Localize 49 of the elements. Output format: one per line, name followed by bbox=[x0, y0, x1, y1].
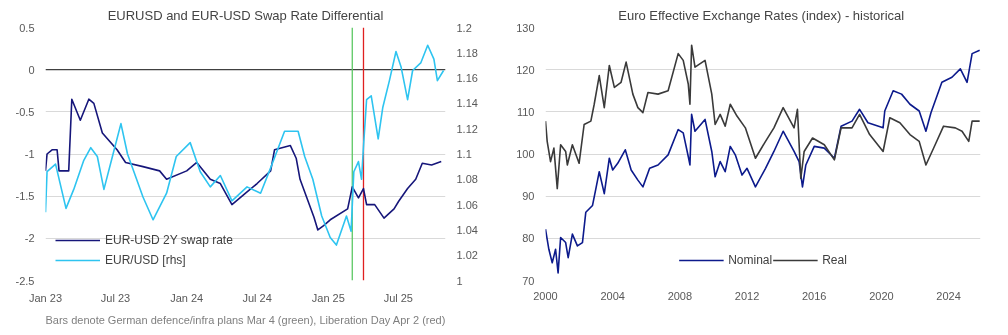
y2-tick-label: 1.06 bbox=[456, 198, 478, 211]
y2-tick-label: 1.2 bbox=[456, 21, 472, 34]
y2-tick-label: 1.08 bbox=[456, 173, 478, 186]
line-series bbox=[545, 44, 981, 190]
y2-tick-label: 1.1 bbox=[456, 148, 472, 160]
y-tick-label: 100 bbox=[516, 148, 535, 160]
x-tick-label: 2004 bbox=[600, 289, 625, 302]
legend-label: EUR-USD 2Y swap rate bbox=[105, 233, 233, 247]
y2-tick-label: 1.16 bbox=[456, 72, 478, 85]
y2-tick-label: 1.12 bbox=[456, 122, 478, 135]
y-tick-label: -0.5 bbox=[15, 105, 35, 118]
y2-tick-label: 1 bbox=[456, 274, 463, 287]
x-tick-label: Jan 24 bbox=[170, 291, 204, 304]
y-tick-label: 110 bbox=[516, 105, 535, 118]
y-tick-label: -2 bbox=[24, 232, 35, 245]
y-tick-label: -1.5 bbox=[15, 190, 35, 203]
chart-title: Euro Effective Exchange Rates (index) - historical bbox=[618, 7, 905, 23]
legend-label: EUR/USD [rhs] bbox=[105, 253, 186, 267]
y-tick-label: 70 bbox=[522, 274, 535, 287]
line-series bbox=[545, 49, 981, 274]
y-tick-label: 80 bbox=[522, 232, 535, 245]
x-tick-label: 2024 bbox=[936, 289, 961, 302]
x-tick-label: Jul 25 bbox=[383, 291, 413, 304]
y-tick-label: -1 bbox=[24, 148, 35, 160]
y2-tick-label: 1.18 bbox=[456, 46, 478, 59]
y-tick-label: 0.5 bbox=[19, 21, 35, 34]
x-tick-label: 2016 bbox=[801, 289, 827, 302]
line-series bbox=[45, 44, 445, 246]
legend-label: Nominal bbox=[728, 253, 773, 267]
y-tick-label: 120 bbox=[516, 63, 535, 76]
y-tick-label: -2.5 bbox=[15, 274, 35, 287]
legend-label: Real bbox=[822, 253, 847, 267]
x-tick-label: 2008 bbox=[667, 289, 693, 302]
x-tick-label: Jul 24 bbox=[242, 291, 272, 304]
line-series bbox=[45, 98, 443, 231]
chart-title: EURUSD and EUR-USD Swap Rate Differential bbox=[107, 7, 384, 23]
y2-tick-label: 1.04 bbox=[456, 223, 478, 236]
x-tick-label: 2000 bbox=[533, 289, 558, 302]
text: Bars denote German defence/infra plans Mar 4 (green), Liberation Day Apr 2 (red) bbox=[45, 313, 446, 326]
x-tick-label: 2012 bbox=[734, 289, 760, 302]
x-tick-label: Jan 23 bbox=[28, 291, 63, 304]
y-tick-label: 0 bbox=[28, 63, 35, 76]
y2-tick-label: 1.14 bbox=[456, 97, 478, 110]
y-tick-label: 130 bbox=[516, 21, 535, 34]
y-tick-label: 90 bbox=[522, 190, 535, 203]
x-tick-label: Jan 25 bbox=[311, 291, 345, 304]
x-tick-label: 2020 bbox=[869, 289, 894, 302]
y2-tick-label: 1.02 bbox=[456, 249, 478, 262]
x-tick-label: Jul 23 bbox=[100, 291, 131, 304]
